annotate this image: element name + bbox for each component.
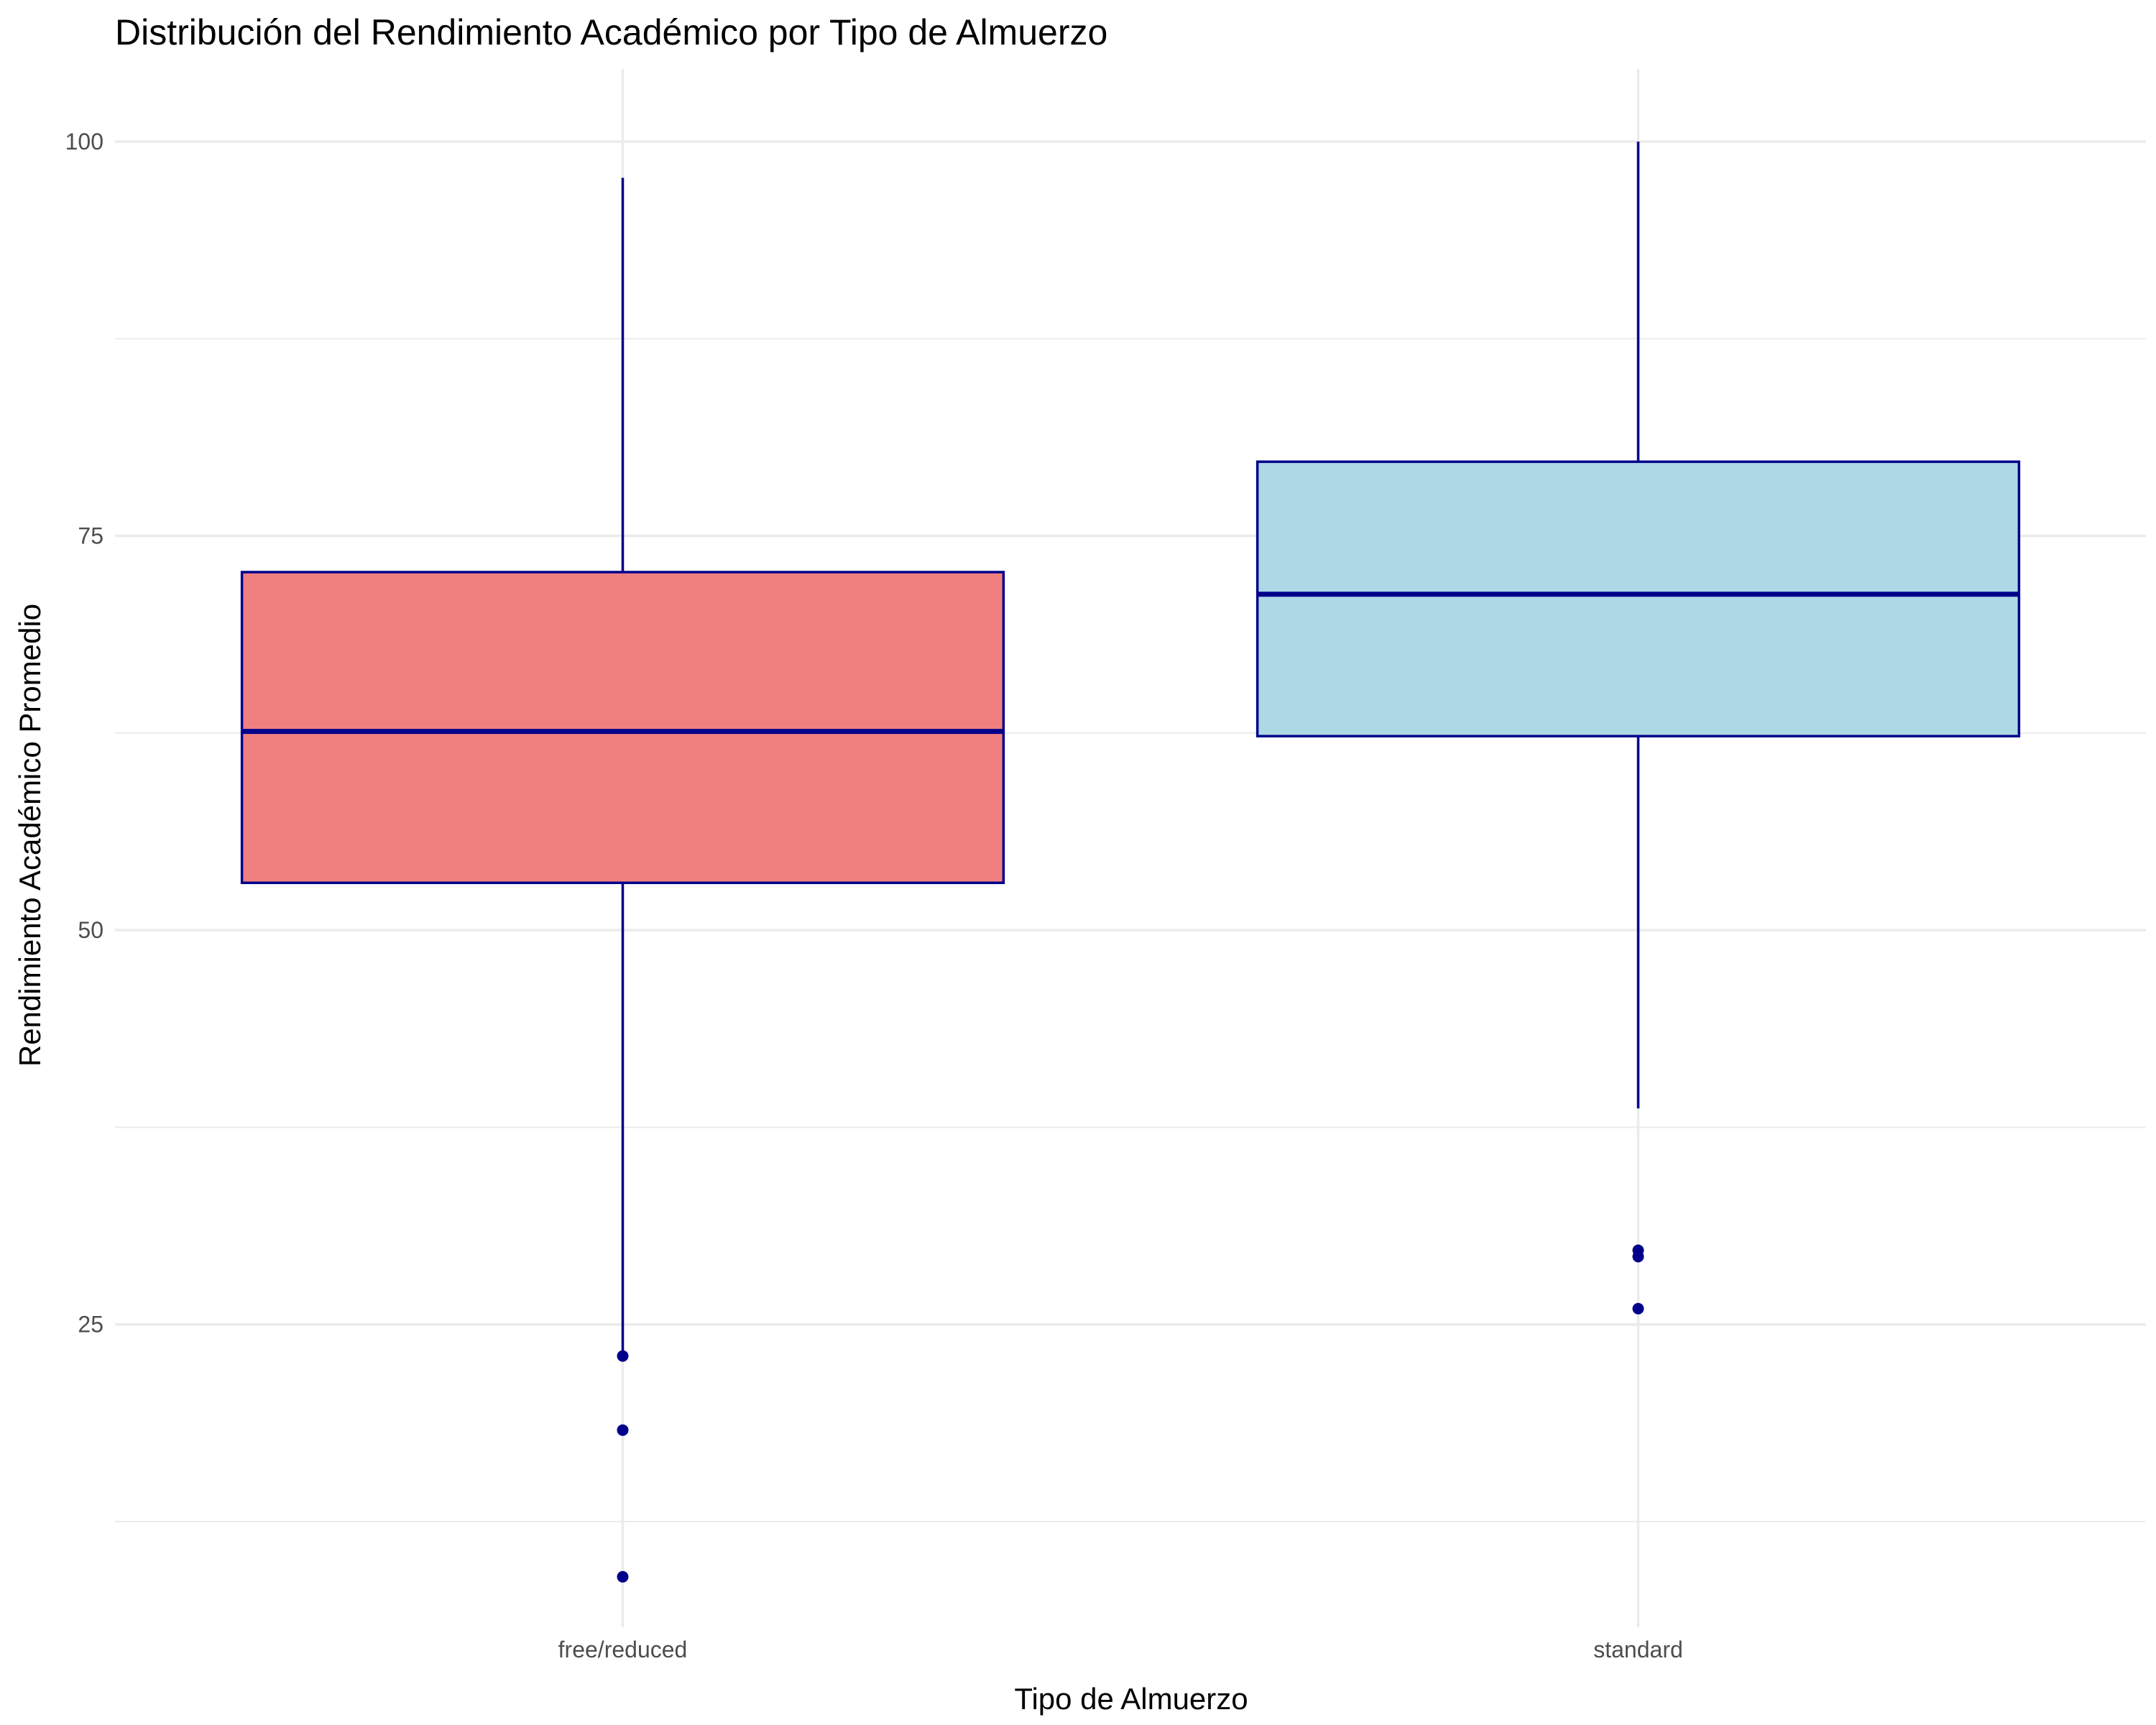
boxes (240, 141, 2021, 1583)
box-standard (1256, 141, 2021, 1315)
y-tick-label: 75 (78, 523, 103, 549)
x-tick-label: free/reduced (558, 1637, 688, 1662)
box-free-reduced (240, 178, 1005, 1583)
box-iqr (1256, 460, 2021, 737)
x-tick-label: standard (1593, 1637, 1683, 1662)
x-axis-title: Tipo de Almuerzo (1014, 1682, 1248, 1716)
outlier-point (617, 1350, 629, 1362)
y-tick-labels: 25 50 75 100 (65, 129, 103, 1338)
outlier-point (1632, 1251, 1644, 1263)
y-axis-title: Rendimiento Académico Promedio (13, 604, 47, 1067)
y-tick-label: 50 (78, 917, 103, 943)
outlier-point (617, 1424, 629, 1436)
y-tick-label: 25 (78, 1312, 103, 1338)
box-iqr (240, 571, 1005, 885)
chart-title: Distribución del Rendimiento Académico p… (115, 12, 1107, 52)
outlier-point (617, 1570, 629, 1583)
outlier-point (1632, 1302, 1644, 1315)
x-tick-labels: free/reduced standard (558, 1637, 1683, 1662)
y-tick-label: 100 (65, 129, 103, 155)
